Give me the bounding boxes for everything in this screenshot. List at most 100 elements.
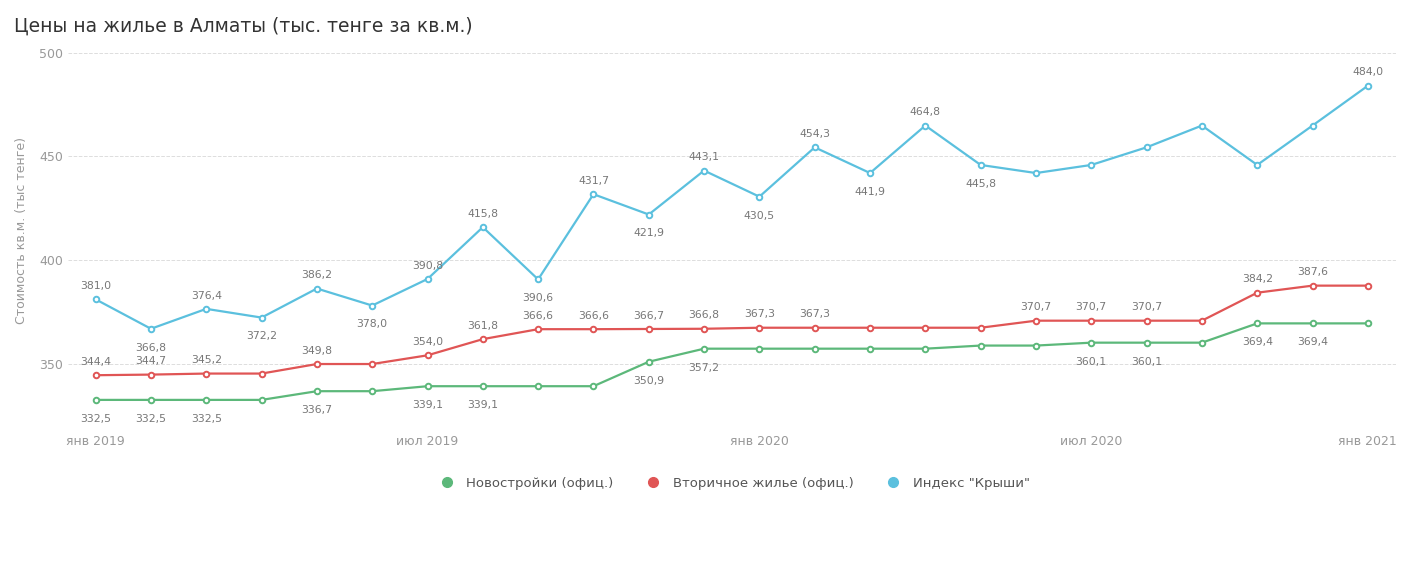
Вторичное жилье (офиц.)	[254, 370, 271, 377]
Text: 369,4: 369,4	[1241, 337, 1272, 347]
Вторичное жилье (офиц.)	[364, 361, 381, 367]
Новостройки (офиц.)	[254, 397, 271, 403]
Text: 366,8: 366,8	[136, 343, 166, 353]
Text: 370,7: 370,7	[1076, 302, 1107, 312]
Новостройки (офиц.)	[862, 346, 879, 352]
Y-axis label: Стоимость кв.м. (тыс тенге): Стоимость кв.м. (тыс тенге)	[16, 137, 28, 324]
Новостройки (офиц.)	[309, 388, 326, 394]
Индекс "Крыши"	[585, 191, 602, 197]
Text: 390,8: 390,8	[412, 261, 444, 270]
Новостройки (офиц.)	[198, 397, 215, 403]
Вторичное жилье (офиц.)	[1027, 318, 1044, 324]
Text: 339,1: 339,1	[412, 400, 444, 410]
Новостройки (офиц.)	[475, 383, 492, 389]
Индекс "Крыши"	[696, 167, 713, 174]
Новостройки (офиц.)	[806, 346, 823, 352]
Text: 387,6: 387,6	[1297, 267, 1328, 277]
Text: 430,5: 430,5	[744, 210, 775, 220]
Text: 367,3: 367,3	[799, 310, 830, 319]
Text: 384,2: 384,2	[1241, 274, 1272, 284]
Вторичное жилье (офиц.)	[917, 324, 934, 331]
Индекс "Крыши"	[917, 122, 934, 129]
Вторичное жилье (офиц.)	[143, 371, 160, 378]
Text: 370,7: 370,7	[1020, 302, 1051, 312]
Вторичное жилье (офиц.)	[1304, 282, 1321, 289]
Legend: Новостройки (офиц.), Вторичное жилье (офиц.), Индекс "Крыши": Новостройки (офиц.), Вторичное жилье (оф…	[428, 471, 1036, 495]
Вторичное жилье (офиц.)	[640, 325, 657, 332]
Индекс "Крыши"	[1304, 122, 1321, 129]
Вторичное жилье (офиц.)	[1083, 318, 1100, 324]
Индекс "Крыши"	[862, 169, 879, 176]
Вторичное жилье (офиц.)	[696, 325, 713, 332]
Новостройки (офиц.)	[1359, 320, 1376, 327]
Новостройки (офиц.)	[1304, 320, 1321, 327]
Вторичное жилье (офиц.)	[1359, 282, 1376, 289]
Text: 354,0: 354,0	[412, 337, 444, 347]
Вторичное жилье (офиц.)	[1248, 289, 1265, 296]
Новостройки (офиц.)	[751, 346, 768, 352]
Text: 454,3: 454,3	[799, 129, 830, 139]
Text: 441,9: 441,9	[854, 187, 886, 197]
Text: 415,8: 415,8	[468, 209, 499, 219]
Индекс "Крыши"	[1193, 122, 1210, 129]
Индекс "Крыши"	[198, 306, 215, 312]
Индекс "Крыши"	[751, 194, 768, 200]
Индекс "Крыши"	[86, 296, 103, 303]
Вторичное жилье (офиц.)	[1138, 318, 1155, 324]
Новостройки (офиц.)	[1083, 339, 1100, 346]
Text: 360,1: 360,1	[1076, 357, 1107, 366]
Text: 443,1: 443,1	[689, 152, 720, 162]
Text: 376,4: 376,4	[191, 291, 221, 301]
Text: 360,1: 360,1	[1131, 357, 1162, 366]
Вторичное жилье (офиц.)	[86, 372, 103, 379]
Text: 431,7: 431,7	[578, 176, 609, 186]
Text: 344,7: 344,7	[136, 356, 166, 366]
Вторичное жилье (офиц.)	[585, 326, 602, 333]
Text: 332,5: 332,5	[136, 414, 166, 424]
Text: Цены на жилье в Алматы (тыс. тенге за кв.м.): Цены на жилье в Алматы (тыс. тенге за кв…	[14, 17, 473, 36]
Line: Индекс "Крыши": Индекс "Крыши"	[94, 83, 1370, 332]
Новостройки (офиц.)	[640, 358, 657, 365]
Text: 386,2: 386,2	[302, 270, 333, 280]
Text: 464,8: 464,8	[910, 107, 941, 117]
Индекс "Крыши"	[475, 224, 492, 231]
Text: 445,8: 445,8	[965, 179, 996, 189]
Text: 381,0: 381,0	[81, 281, 111, 291]
Text: 332,5: 332,5	[81, 414, 111, 424]
Индекс "Крыши"	[419, 275, 436, 282]
Новостройки (офиц.)	[696, 346, 713, 352]
Индекс "Крыши"	[972, 162, 989, 168]
Text: 332,5: 332,5	[191, 414, 221, 424]
Text: 370,7: 370,7	[1131, 302, 1162, 312]
Вторичное жилье (офиц.)	[309, 361, 326, 367]
Индекс "Крыши"	[640, 211, 657, 218]
Новостройки (офиц.)	[585, 383, 602, 389]
Вторичное жилье (офиц.)	[1193, 318, 1210, 324]
Новостройки (офиц.)	[1027, 342, 1044, 349]
Вторичное жилье (офиц.)	[198, 370, 215, 377]
Индекс "Крыши"	[143, 325, 160, 332]
Новостройки (офиц.)	[1138, 339, 1155, 346]
Text: 366,6: 366,6	[578, 311, 609, 321]
Новостройки (офиц.)	[143, 397, 160, 403]
Text: 366,7: 366,7	[633, 311, 665, 321]
Индекс "Крыши"	[1027, 169, 1044, 176]
Новостройки (офиц.)	[917, 346, 934, 352]
Вторичное жилье (офиц.)	[972, 324, 989, 331]
Вторичное жилье (офиц.)	[751, 324, 768, 331]
Text: 369,4: 369,4	[1297, 337, 1328, 347]
Новостройки (офиц.)	[1193, 339, 1210, 346]
Индекс "Крыши"	[806, 144, 823, 151]
Text: 345,2: 345,2	[191, 355, 221, 365]
Новостройки (офиц.)	[86, 397, 103, 403]
Text: 350,9: 350,9	[633, 376, 665, 385]
Новостройки (офиц.)	[530, 383, 547, 389]
Text: 339,1: 339,1	[468, 400, 499, 410]
Индекс "Крыши"	[254, 314, 271, 321]
Text: 366,6: 366,6	[523, 311, 554, 321]
Индекс "Крыши"	[1083, 162, 1100, 168]
Новостройки (офиц.)	[1248, 320, 1265, 327]
Text: 367,3: 367,3	[744, 310, 775, 319]
Индекс "Крыши"	[309, 285, 326, 292]
Text: 349,8: 349,8	[302, 346, 333, 356]
